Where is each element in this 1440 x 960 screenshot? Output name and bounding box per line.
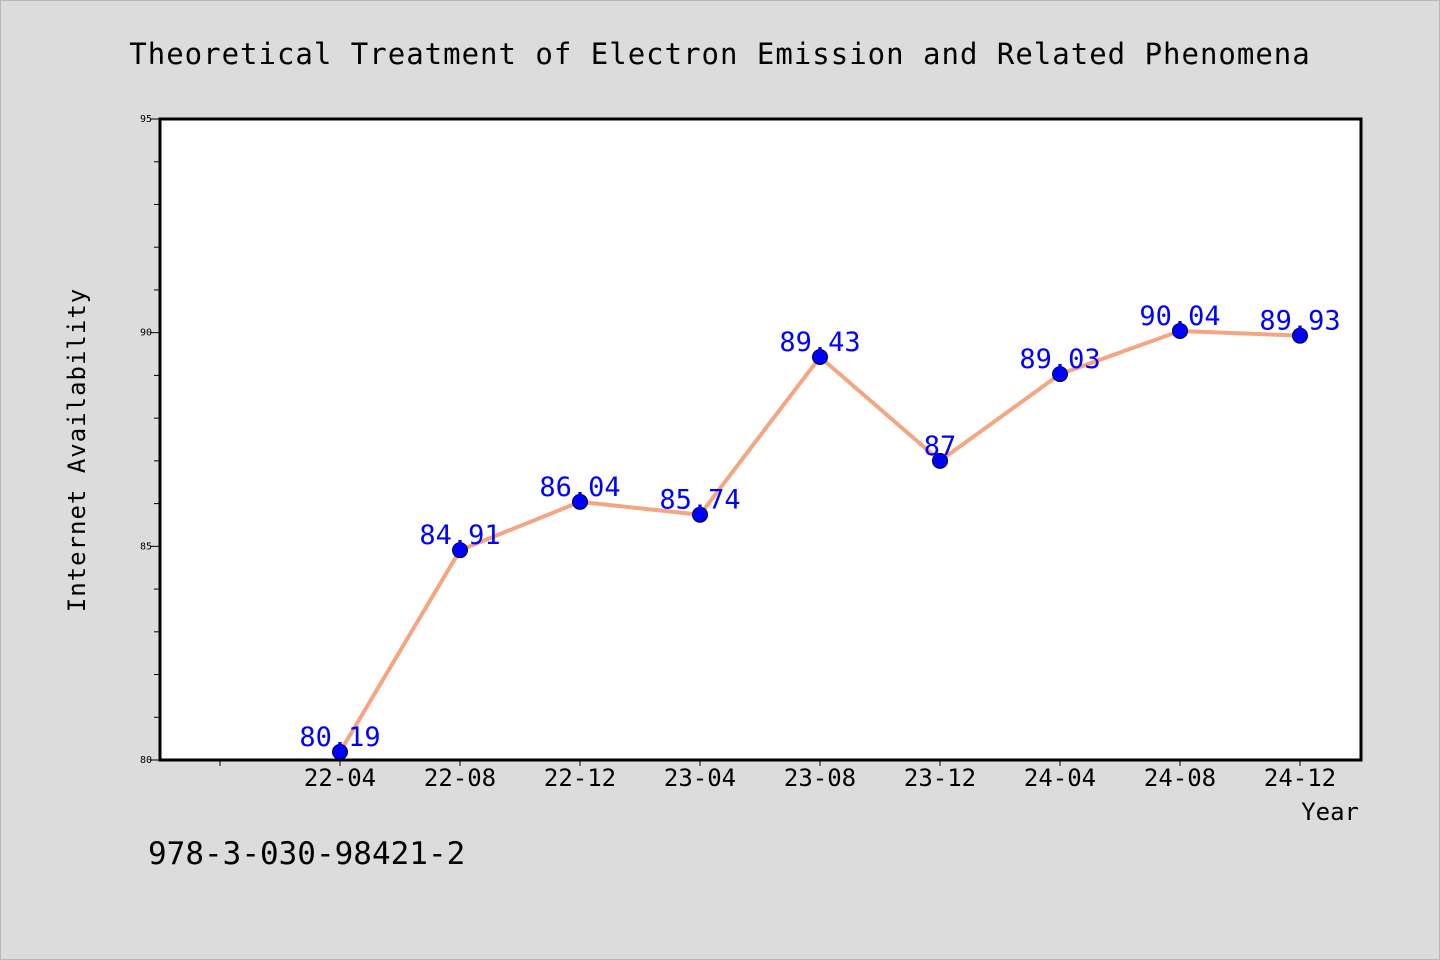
x-tick-label: 24-04 [1024,764,1096,792]
y-axis-label: Internet Availability [63,288,91,612]
data-point [1052,366,1068,383]
x-tick-label: 23-12 [904,764,976,792]
x-tick-label: 23-08 [784,764,856,792]
data-label: 87 [924,431,957,462]
data-label: 89.03 [1019,344,1100,375]
x-tick-label: 22-08 [424,764,496,792]
isbn-text: 978-3-030-98421-2 [148,836,465,872]
data-point [332,743,348,760]
x-tick-label: 22-12 [544,764,616,792]
data-point [1292,327,1308,344]
data-label: 86.04 [539,472,620,503]
y-tick-label: 80 [140,755,152,766]
y-axis: 80 85 90 95 [140,114,160,766]
data-label: 84.91 [419,520,500,551]
data-point [572,493,588,510]
x-axis-label: Year [1301,798,1359,826]
plot-area [158,117,1363,762]
data-point [692,506,708,523]
data-point [1172,322,1188,339]
y-tick-label: 95 [140,114,152,125]
data-label: 89.43 [779,327,860,358]
series-group: 80.19 84.91 86.04 85.74 89.43 87 89.03 90.04 89.… [299,301,1341,760]
data-point [452,542,468,559]
data-label: 80.19 [299,722,380,753]
x-tick-label: 24-12 [1264,764,1336,792]
x-tick-label: 22-04 [304,764,376,792]
data-point [932,452,948,469]
y-tick-label: 90 [140,328,152,339]
data-point [812,349,828,366]
data-label: 90.04 [1139,301,1220,332]
x-tick-label: 24-08 [1144,764,1216,792]
x-axis: 22-04 22-08 22-12 23-04 23-08 23-12 24-04 24-08… [219,760,1336,792]
data-label: 89.93 [1259,306,1340,337]
x-tick-label: 23-04 [664,764,736,792]
chart-title: Theoretical Treatment of Electron Emissi… [129,37,1310,71]
y-tick-label: 85 [140,541,152,552]
data-label: 85.74 [659,485,740,516]
